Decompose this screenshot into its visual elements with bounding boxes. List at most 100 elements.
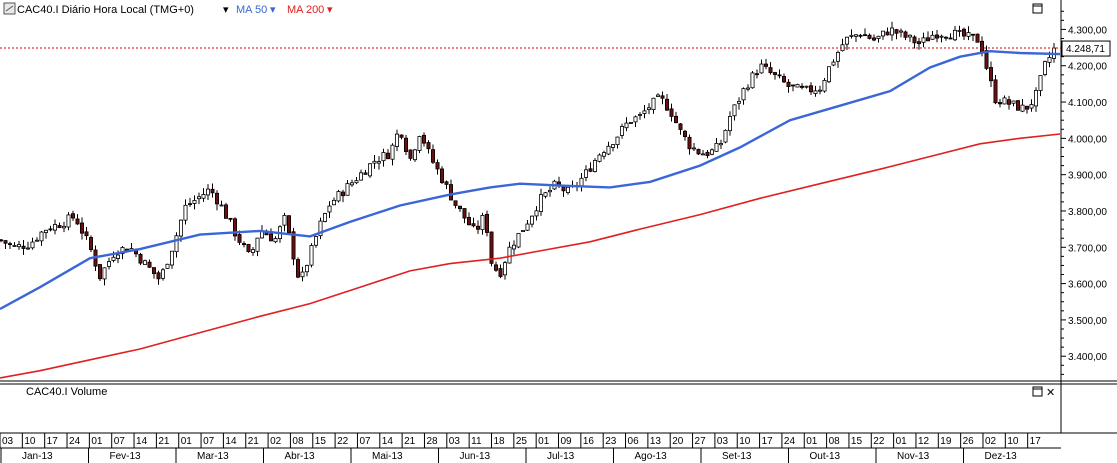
candle-body: [138, 254, 143, 264]
candle-body: [1047, 57, 1052, 63]
candle-body: [385, 152, 390, 160]
candle-body: [363, 172, 368, 175]
candle-body: [62, 225, 67, 229]
candle-body: [210, 188, 215, 194]
candle-body: [111, 256, 116, 261]
candle-body: [408, 149, 413, 159]
ma200-dropdown-icon[interactable]: ▾: [327, 4, 333, 16]
x-month-tick: Nov-13: [897, 451, 930, 462]
x-day-tick: 03: [449, 436, 461, 447]
candle-body: [984, 50, 989, 69]
x-day-tick: 22: [337, 436, 349, 447]
candle-body: [268, 233, 273, 242]
candle-body: [629, 121, 634, 124]
y-tick-label: 4.300,00: [1068, 25, 1107, 36]
candle-body: [98, 264, 103, 280]
candle-body: [525, 223, 530, 231]
candle-body: [286, 215, 291, 233]
ma50-line[interactable]: [0, 49, 1061, 311]
candle-body: [3, 240, 8, 244]
x-month-tick: Mar-13: [197, 451, 229, 462]
x-day-tick: 15: [315, 436, 327, 447]
x-day-tick: 24: [784, 436, 796, 447]
candle-body: [759, 63, 764, 74]
candle-body: [1038, 75, 1043, 91]
candle-body: [435, 162, 440, 170]
candle-body: [903, 31, 908, 38]
candle-body: [548, 189, 553, 193]
candle-body: [827, 66, 832, 83]
x-day-tick: 08: [292, 436, 304, 447]
candle-body: [534, 210, 539, 217]
candle-body: [543, 192, 548, 197]
candle-body: [678, 123, 683, 130]
x-day-tick: 07: [359, 436, 371, 447]
candle-body: [160, 269, 165, 279]
candle-body: [665, 98, 670, 111]
candle-body: [16, 244, 21, 248]
x-day-tick: 02: [985, 436, 997, 447]
candle-body: [777, 74, 782, 77]
candle-body: [313, 236, 318, 246]
volume-maximize-icon[interactable]: [1032, 386, 1043, 397]
candle-body: [219, 204, 224, 207]
candle-body: [430, 149, 435, 163]
x-day-tick: 10: [24, 436, 36, 447]
candle-body: [390, 144, 395, 160]
candle-body: [620, 126, 625, 136]
candle-body: [854, 34, 859, 37]
x-day-tick: 07: [114, 436, 126, 447]
candle-body: [466, 216, 471, 226]
ma200-legend[interactable]: MA 200: [287, 4, 324, 16]
candle-body: [116, 254, 121, 259]
candle-body: [340, 191, 345, 197]
candle-body: [597, 154, 602, 162]
candle-body: [336, 191, 341, 202]
candle-body: [876, 35, 881, 39]
candle-body: [872, 37, 877, 41]
candle-series[interactable]: [0, 21, 1057, 286]
candle-body: [25, 247, 30, 250]
candle-body: [908, 34, 913, 38]
candle-body: [304, 265, 309, 273]
candle-body: [863, 34, 868, 37]
ma50-legend[interactable]: MA 50: [236, 4, 267, 16]
x-day-tick: 16: [583, 436, 595, 447]
candle-body: [669, 108, 674, 117]
maximize-icon[interactable]: [1032, 3, 1043, 14]
volume-close-icon[interactable]: ✕: [1046, 387, 1055, 399]
candle-body: [367, 163, 372, 177]
x-day-tick: 01: [806, 436, 818, 447]
x-day-tick: 26: [963, 436, 975, 447]
symbol-dropdown-icon[interactable]: ▾: [223, 4, 229, 16]
candle-body: [858, 34, 863, 37]
candle-body: [196, 196, 201, 200]
candle-body: [791, 84, 796, 87]
x-day-tick: 25: [516, 436, 528, 447]
x-day-tick: 21: [404, 436, 416, 447]
candle-body: [683, 130, 688, 138]
candle-body: [156, 272, 161, 280]
x-day-tick: 10: [1007, 436, 1019, 447]
candle-body: [1043, 61, 1048, 76]
candle-body: [318, 220, 323, 237]
candle-body: [890, 27, 895, 36]
ma50-dropdown-icon[interactable]: ▾: [270, 4, 276, 16]
x-day-tick: 20: [672, 436, 684, 447]
candle-body: [475, 225, 480, 230]
candle-body: [611, 144, 616, 148]
candle-body: [975, 33, 980, 43]
candle-body: [120, 247, 125, 255]
candle-body: [750, 72, 755, 89]
x-day-tick: 18: [493, 436, 505, 447]
candle-body: [89, 237, 94, 251]
candle-body: [894, 29, 899, 34]
ma200-line[interactable]: [0, 133, 1061, 379]
y-tick-label: 4.200,00: [1068, 62, 1107, 73]
candle-body: [831, 61, 836, 66]
x-month-tick: Abr-13: [285, 451, 315, 462]
candle-body: [102, 267, 107, 280]
x-day-tick: 14: [136, 436, 148, 447]
candle-body: [165, 263, 170, 269]
